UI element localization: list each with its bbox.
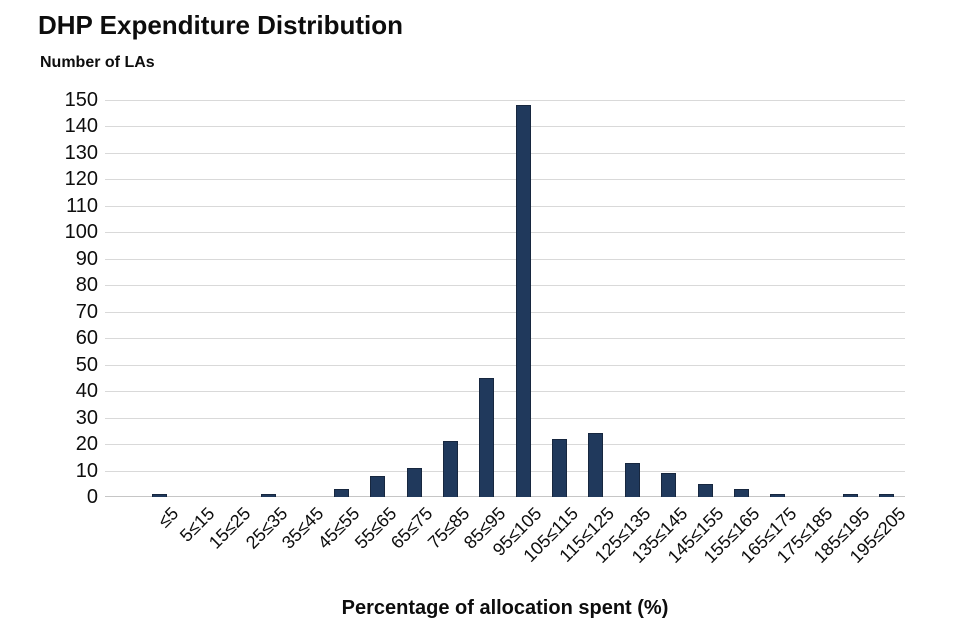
gridline: [105, 258, 905, 260]
y-tick-label: 40: [75, 380, 98, 403]
bar-155≤165: [733, 489, 749, 497]
gridline: [105, 232, 905, 234]
gridline: [105, 311, 905, 313]
gridline: [105, 444, 905, 446]
chart-title: DHP Expenditure Distribution: [38, 10, 403, 40]
y-tick-label: 100: [64, 221, 98, 244]
y-tick-label: 70: [75, 300, 98, 323]
bar-85≤95: [479, 377, 495, 497]
y-tick-label: 50: [75, 353, 98, 376]
y-tick-label: 80: [75, 274, 98, 297]
y-tick-label: 30: [75, 406, 98, 429]
gridline: [105, 179, 905, 181]
bar-25≤35: [261, 494, 277, 497]
bar-165≤175: [770, 494, 786, 497]
bar-135≤145: [661, 473, 677, 497]
bar-95≤105: [515, 105, 531, 497]
bar-75≤85: [442, 441, 458, 497]
x-tick-label: 45≤55: [314, 503, 364, 553]
bar-45≤55: [333, 489, 349, 497]
y-axis-title: Number of LAs: [40, 54, 155, 71]
x-axis-title: Percentage of allocation spent (%): [341, 597, 669, 619]
bar-105≤115: [552, 438, 568, 497]
y-tick-label: 110: [66, 194, 98, 217]
bar-185≤195: [842, 494, 858, 497]
gridline: [105, 391, 905, 393]
y-tick-label: 10: [75, 459, 98, 482]
gridline: [105, 417, 905, 419]
x-axis-line: [105, 496, 905, 497]
gridline: [105, 152, 905, 154]
plot-area: [105, 100, 905, 497]
y-tick-label: 140: [64, 115, 98, 138]
y-tick-label: 20: [75, 433, 98, 456]
bar-55≤65: [370, 475, 386, 497]
gridline: [105, 338, 905, 340]
gridline: [105, 285, 905, 287]
y-tick-label: 120: [64, 168, 98, 191]
x-tick-label: 15≤25: [205, 503, 255, 553]
y-tick-label: 130: [64, 141, 98, 164]
gridline: [105, 126, 905, 128]
bar-≤5: [152, 494, 168, 497]
bar-115≤125: [588, 433, 604, 497]
y-tick-label: 0: [86, 486, 98, 508]
x-tick-label: ≤5: [153, 503, 182, 532]
bar-125≤135: [624, 462, 640, 497]
gridline: [105, 205, 905, 207]
y-tick-label: 90: [75, 247, 98, 270]
x-tick-label: 75≤85: [423, 503, 473, 553]
gridline: [105, 364, 905, 366]
bar-195≤205: [879, 494, 895, 497]
y-tick-label: 150: [64, 89, 98, 111]
gridline: [105, 470, 905, 472]
bar-65≤75: [406, 467, 422, 497]
y-tick-label: 60: [75, 327, 98, 350]
bar-145≤155: [697, 483, 713, 497]
gridline: [105, 100, 905, 101]
